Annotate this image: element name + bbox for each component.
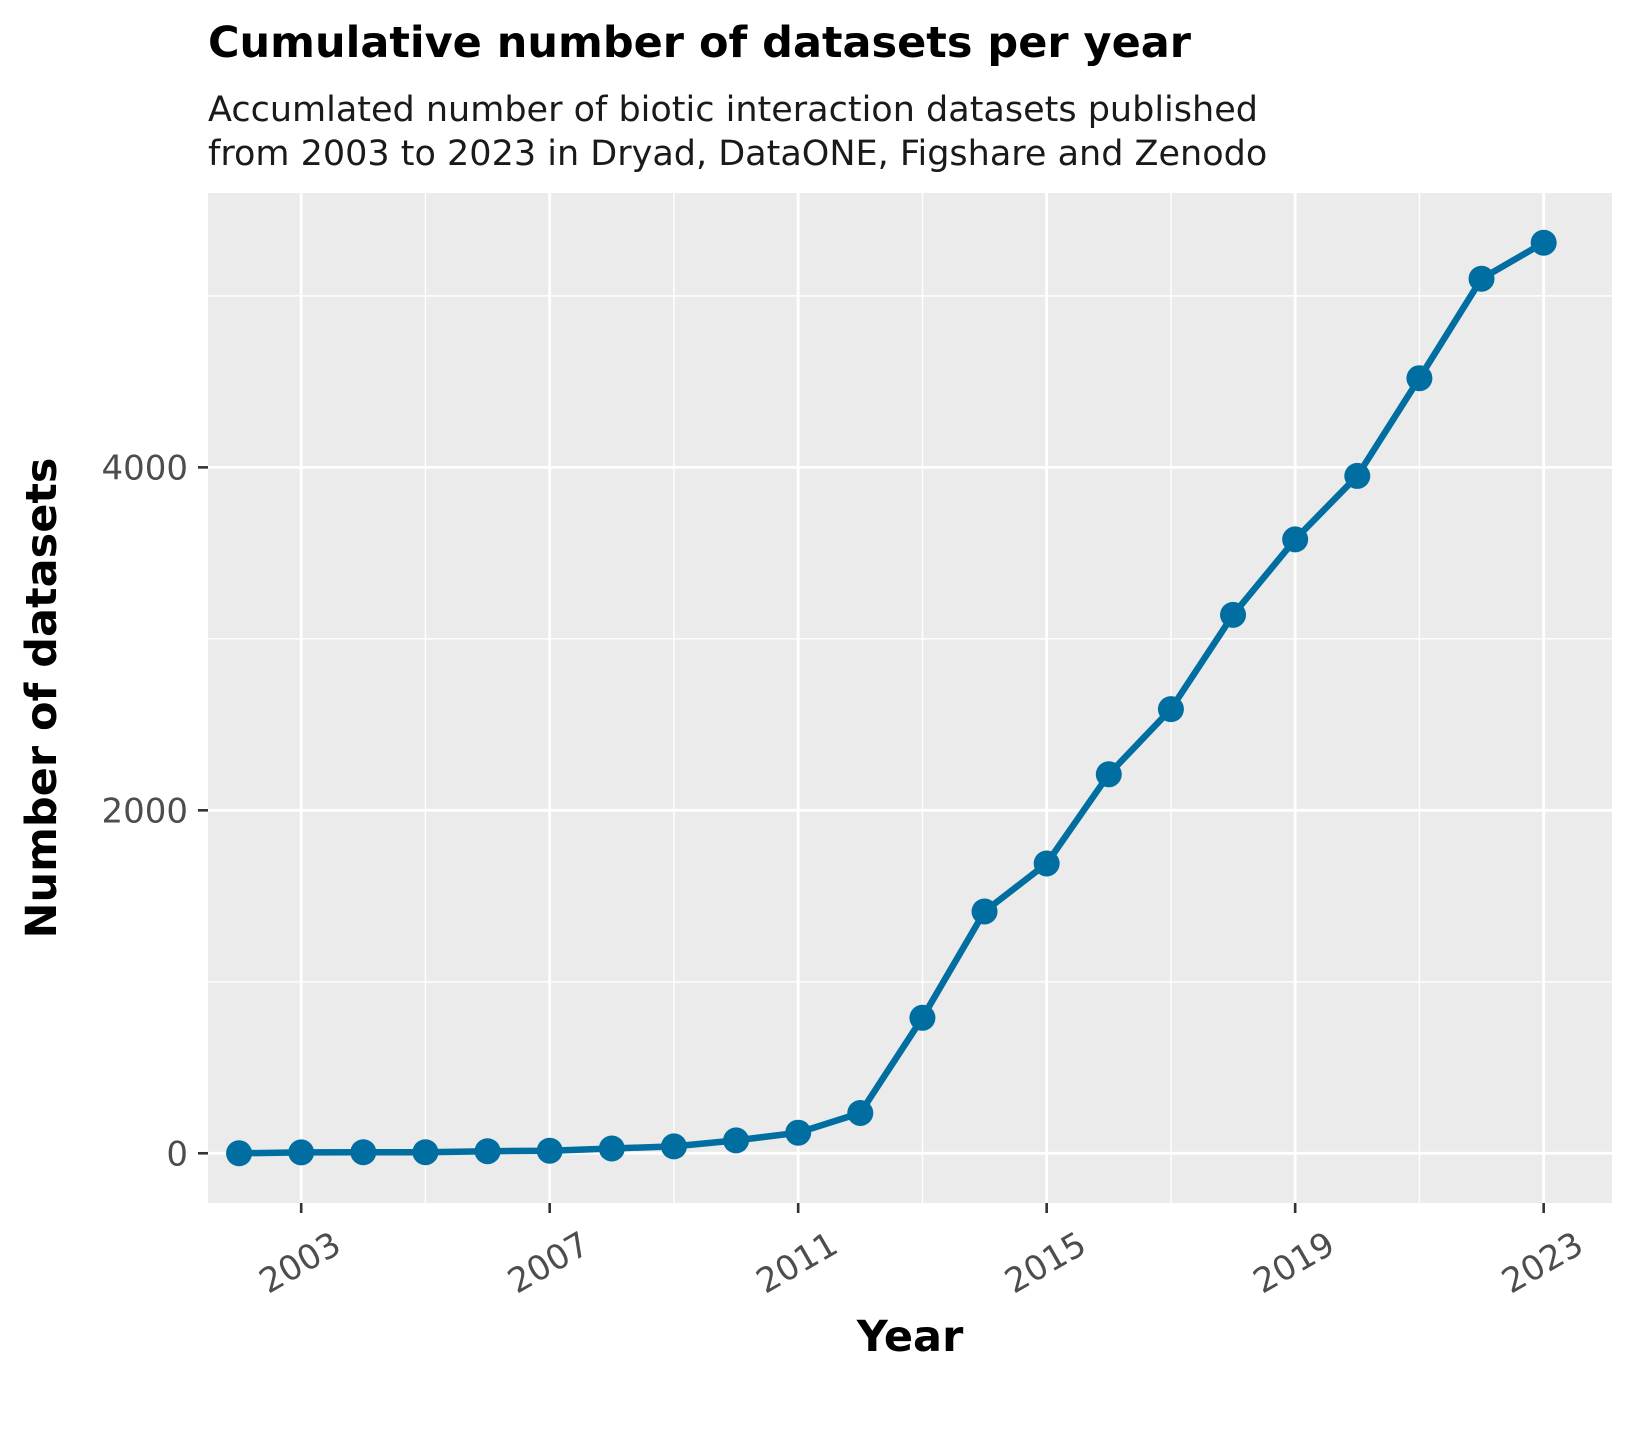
x-tick-label: 2015 [998,1224,1093,1302]
x-tick-label: 2003 [253,1224,348,1302]
x-tick-label: 2007 [501,1224,596,1302]
data-series [226,229,1557,1167]
y-tick-label: 4000 [101,448,188,488]
data-point [1033,850,1060,877]
plot-panel [208,193,1612,1203]
data-point [536,1137,563,1164]
data-point [1220,601,1247,628]
data-point [350,1139,377,1166]
data-point [474,1138,501,1165]
data-point [660,1133,687,1160]
x-tick-label: 2011 [750,1224,845,1302]
data-point [226,1140,253,1167]
minor-gridlines [176,193,1612,1203]
data-point [1468,265,1495,292]
x-tick-label: 2023 [1495,1224,1590,1302]
data-point [1530,229,1557,256]
chart-subtitle: Accumlated number of biotic interaction … [208,90,1268,174]
data-point [412,1139,439,1166]
data-point [1344,462,1371,489]
data-point [598,1135,625,1162]
series-line [235,239,1547,1157]
data-point [1095,761,1122,788]
data-point [723,1127,750,1154]
data-point [1406,365,1433,392]
data-point [1157,696,1184,723]
data-point [847,1099,874,1126]
x-tick-label: 2019 [1247,1224,1342,1302]
y-axis-title: Number of datasets [17,457,67,938]
axis-ticks [198,466,1545,1213]
data-point [785,1119,812,1146]
data-point [288,1139,315,1166]
y-tick-label: 0 [166,1134,188,1174]
x-axis-title: Year [856,1312,964,1362]
data-point [909,1004,936,1031]
chart-title: Cumulative number of datasets per year [208,18,1191,68]
data-point [1282,526,1309,553]
y-tick-label: 2000 [101,791,188,831]
data-point [971,898,998,925]
